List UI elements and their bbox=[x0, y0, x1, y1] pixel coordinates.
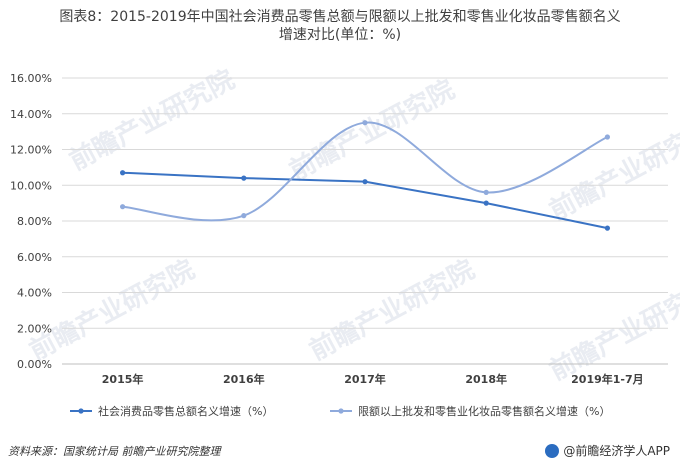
series-1-point bbox=[241, 175, 247, 181]
x-tick-label: 2017年 bbox=[344, 372, 386, 386]
brand-text: @前瞻经济学人APP bbox=[563, 444, 670, 458]
chart-title-line-1: 图表8：2015-2019年中国社会消费品零售总额与限额以上批发和零售业化妆品零… bbox=[59, 9, 621, 25]
series-2-point bbox=[483, 189, 489, 195]
brand-logo-icon bbox=[545, 443, 560, 458]
y-tick-label: 0.00% bbox=[17, 358, 52, 371]
x-tick-label: 2016年 bbox=[223, 372, 265, 386]
series-1-point bbox=[483, 200, 489, 206]
legend-marker-2 bbox=[338, 408, 344, 414]
series-2-point bbox=[120, 204, 126, 210]
y-tick-label: 16.00% bbox=[10, 72, 52, 85]
legend-marker-1 bbox=[78, 408, 84, 414]
y-tick-label: 6.00% bbox=[17, 251, 52, 264]
y-tick-label: 4.00% bbox=[17, 287, 52, 300]
source-note: 资料来源：国家统计局 前瞻产业研究院整理 bbox=[8, 445, 221, 458]
series-1-point bbox=[604, 225, 611, 231]
series-2-point bbox=[362, 120, 368, 126]
series-1-point bbox=[120, 170, 126, 176]
chart-title: 图表8：2015-2019年中国社会消费品零售总额与限额以上批发和零售业化妆品零… bbox=[0, 8, 680, 44]
chart-title-line-2: 增速对比(单位：%) bbox=[278, 27, 402, 43]
brand-credit: @前瞻经济学人APP bbox=[545, 442, 670, 459]
y-tick-label: 12.00% bbox=[10, 144, 52, 157]
x-tick-label: 2018年 bbox=[465, 372, 507, 386]
legend-label-2: 限额以上批发和零售业化妆品零售额名义增速（%） bbox=[358, 404, 610, 418]
series-line-2 bbox=[122, 121, 608, 222]
legend-label-1: 社会消费品零售总额名义增速（%） bbox=[98, 404, 273, 418]
series-2-point bbox=[241, 213, 247, 219]
series-2-point bbox=[604, 134, 611, 140]
series-1-point bbox=[362, 179, 368, 185]
x-tick-label: 2019年1-7月 bbox=[571, 372, 644, 386]
x-tick-label: 2015年 bbox=[102, 372, 144, 386]
y-tick-label: 14.00% bbox=[10, 108, 52, 121]
y-tick-label: 10.00% bbox=[10, 179, 52, 192]
y-tick-label: 8.00% bbox=[17, 215, 52, 228]
y-tick-label: 2.00% bbox=[17, 322, 52, 335]
